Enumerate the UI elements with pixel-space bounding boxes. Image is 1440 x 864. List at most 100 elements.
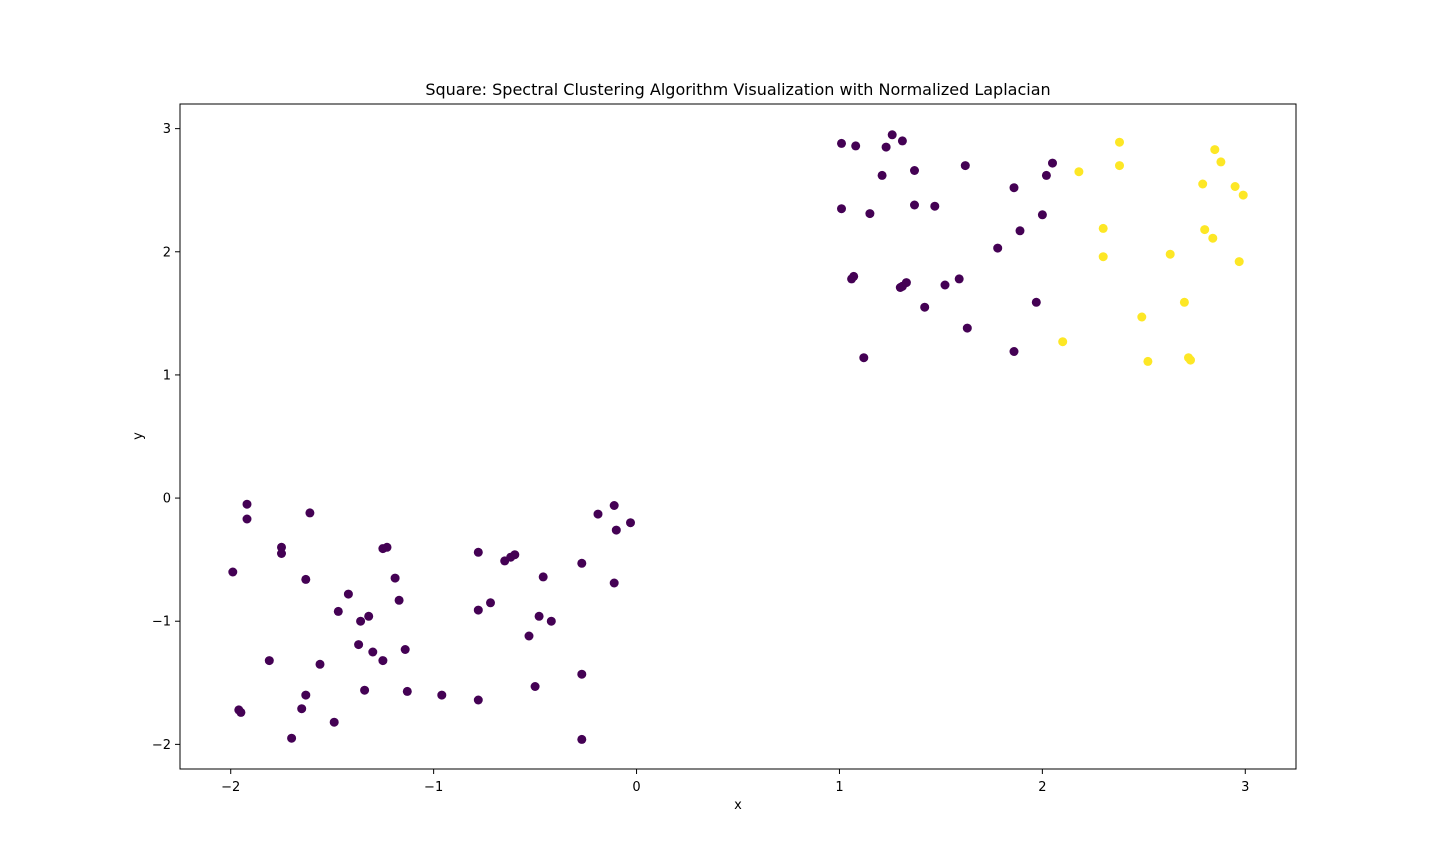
scatter-point-cluster-0 bbox=[364, 611, 374, 621]
scatter-point-cluster-0 bbox=[530, 682, 540, 691]
scatter-point-cluster-0 bbox=[887, 130, 897, 140]
scatter-point-cluster-0 bbox=[609, 578, 619, 588]
scatter-point-cluster-0 bbox=[354, 640, 364, 650]
scatter-point-cluster-0 bbox=[473, 547, 483, 557]
scatter-point-cluster-0 bbox=[901, 278, 911, 288]
scatter-point-cluster-0 bbox=[1041, 170, 1051, 180]
y-axis: −2 −1 0 1 2 3 bbox=[152, 122, 180, 753]
scatter-point-cluster-1 bbox=[1200, 225, 1210, 235]
chart-title: Square: Spectral Clustering Algorithm Vi… bbox=[425, 80, 1050, 99]
scatter-point-cluster-0 bbox=[546, 616, 556, 626]
y-tick-label: 3 bbox=[163, 122, 171, 137]
scatter-point-cluster-0 bbox=[881, 142, 891, 152]
scatter-point-cluster-0 bbox=[611, 525, 621, 535]
scatter-point-cluster-0 bbox=[577, 734, 587, 744]
points-layer bbox=[228, 130, 1248, 744]
y-tick-label: −2 bbox=[152, 738, 171, 753]
y-tick-label: 0 bbox=[163, 492, 171, 507]
scatter-point-cluster-1 bbox=[1186, 355, 1195, 365]
x-tick-label: 0 bbox=[632, 780, 640, 795]
scatter-point-cluster-0 bbox=[360, 685, 370, 695]
scatter-point-cluster-1 bbox=[1210, 145, 1220, 155]
scatter-point-cluster-1 bbox=[1216, 157, 1226, 167]
scatter-point-cluster-0 bbox=[837, 204, 846, 214]
scatter-point-cluster-0 bbox=[1031, 297, 1041, 307]
x-tick-label: 1 bbox=[835, 780, 843, 795]
scatter-point-cluster-0 bbox=[315, 659, 325, 669]
y-tick-label: 2 bbox=[163, 245, 171, 260]
x-tick-label: 3 bbox=[1241, 780, 1249, 795]
scatter-point-cluster-0 bbox=[1037, 210, 1047, 220]
scatter-point-cluster-0 bbox=[920, 302, 930, 312]
scatter-point-cluster-0 bbox=[865, 209, 875, 219]
scatter-point-cluster-1 bbox=[1234, 257, 1244, 267]
scatter-point-cluster-0 bbox=[609, 501, 619, 510]
scatter-point-cluster-0 bbox=[486, 598, 495, 608]
scatter-point-cluster-0 bbox=[960, 161, 970, 171]
x-tick-label: 2 bbox=[1038, 780, 1046, 795]
scatter-point-cluster-0 bbox=[390, 573, 400, 583]
scatter-point-cluster-0 bbox=[993, 243, 1003, 253]
scatter-point-cluster-1 bbox=[1115, 137, 1124, 147]
scatter-point-cluster-0 bbox=[930, 201, 940, 211]
scatter-point-cluster-0 bbox=[402, 686, 412, 696]
plot-frame bbox=[179, 103, 1297, 770]
scatter-point-cluster-0 bbox=[940, 280, 950, 290]
scatter-point-cluster-0 bbox=[910, 166, 919, 175]
scatter-point-cluster-0 bbox=[1009, 183, 1019, 193]
scatter-point-cluster-0 bbox=[593, 509, 603, 519]
scatter-point-cluster-0 bbox=[301, 574, 311, 584]
scatter-point-cluster-0 bbox=[343, 589, 353, 599]
scatter-point-cluster-0 bbox=[400, 645, 410, 654]
scatter-point-cluster-0 bbox=[333, 606, 343, 616]
scatter-point-cluster-0 bbox=[394, 595, 404, 605]
scatter-point-cluster-1 bbox=[1137, 312, 1147, 322]
scatter-point-cluster-0 bbox=[538, 572, 548, 582]
scatter-point-cluster-1 bbox=[1098, 223, 1108, 233]
scatter-point-cluster-0 bbox=[356, 616, 366, 626]
scatter-point-cluster-0 bbox=[577, 669, 587, 679]
scatter-point-cluster-0 bbox=[277, 549, 286, 558]
scatter-point-cluster-0 bbox=[305, 508, 315, 518]
scatter-point-cluster-0 bbox=[236, 707, 246, 717]
scatter-point-cluster-0 bbox=[837, 138, 846, 148]
scatter-point-cluster-0 bbox=[1009, 347, 1019, 356]
scatter-point-cluster-1 bbox=[1115, 161, 1124, 171]
scatter-point-cluster-1 bbox=[1165, 249, 1175, 259]
scatter-point-cluster-1 bbox=[1230, 182, 1240, 191]
x-axis-label: x bbox=[734, 798, 742, 813]
scatter-point-cluster-0 bbox=[962, 323, 972, 333]
scatter-point-cluster-1 bbox=[1198, 179, 1208, 189]
scatter-point-cluster-0 bbox=[242, 514, 252, 524]
scatter-point-cluster-0 bbox=[859, 353, 869, 363]
scatter-point-cluster-0 bbox=[851, 141, 861, 151]
scatter-point-cluster-0 bbox=[910, 200, 919, 210]
scatter-point-cluster-1 bbox=[1143, 356, 1153, 366]
scatter-point-cluster-1 bbox=[1098, 252, 1108, 262]
scatter-point-cluster-0 bbox=[264, 656, 274, 666]
scatter-point-cluster-0 bbox=[301, 690, 311, 700]
scatter-point-cluster-0 bbox=[877, 170, 887, 180]
scatter-point-cluster-1 bbox=[1074, 167, 1084, 177]
scatter-point-cluster-0 bbox=[1015, 226, 1025, 236]
scatter-point-cluster-0 bbox=[897, 136, 907, 146]
scatter-point-cluster-0 bbox=[534, 611, 544, 621]
x-tick-label: −1 bbox=[424, 780, 443, 795]
y-tick-label: −1 bbox=[152, 615, 171, 630]
scatter-point-cluster-0 bbox=[277, 542, 286, 552]
scatter-point-cluster-0 bbox=[1048, 158, 1057, 168]
scatter-point-cluster-0 bbox=[524, 631, 534, 641]
scatter-point-cluster-0 bbox=[626, 518, 635, 528]
scatter-point-cluster-1 bbox=[1208, 233, 1218, 243]
x-axis: −2 −1 0 1 2 3 bbox=[221, 769, 1249, 795]
scatter-point-cluster-0 bbox=[473, 605, 483, 615]
scatter-point-cluster-0 bbox=[378, 656, 388, 666]
scatter-point-cluster-1 bbox=[1238, 190, 1248, 200]
scatter-point-cluster-0 bbox=[849, 271, 859, 281]
scatter-point-cluster-0 bbox=[510, 550, 520, 560]
scatter-point-cluster-1 bbox=[1179, 297, 1189, 307]
x-tick-label: −2 bbox=[221, 780, 240, 795]
y-tick-label: 1 bbox=[163, 368, 171, 383]
